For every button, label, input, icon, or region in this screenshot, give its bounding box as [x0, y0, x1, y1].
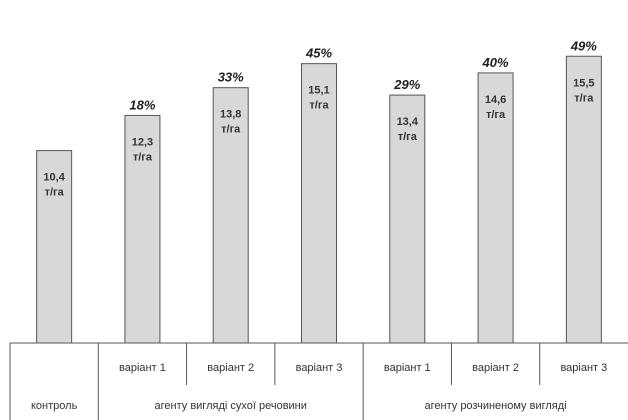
percent-label-5: 29%: [393, 77, 420, 92]
unit-label-4: т/га: [309, 100, 329, 112]
unit-label-5: т/га: [398, 131, 418, 143]
category-label-6: варіант 2: [472, 362, 519, 374]
value-label-1: 10,4: [43, 172, 65, 184]
value-label-3: 13,8: [220, 109, 241, 121]
percent-label-2: 18%: [129, 97, 155, 112]
category-label-2: варіант 1: [119, 362, 166, 374]
bar-3: [212, 87, 249, 344]
category-label-3: варіант 2: [207, 362, 254, 374]
category-label-4: варіант 3: [296, 362, 343, 374]
value-label-2: 12,3: [132, 136, 153, 148]
bar-5: [389, 94, 426, 344]
bars-layer: 10,4 т/га 12,3 т/га 18% 13,8 т/га 33% 15,1 т/га 45…: [36, 38, 602, 344]
percent-label-6: 40%: [482, 55, 509, 70]
percent-label-4: 45%: [305, 46, 332, 61]
value-label-6: 14,6: [485, 94, 506, 106]
percent-label-7: 49%: [570, 38, 597, 53]
unit-label-7: т/га: [574, 92, 594, 104]
percent-label-3: 33%: [218, 70, 244, 85]
value-label-7: 15,5: [573, 77, 594, 89]
group-label-1: контроль: [31, 400, 78, 412]
value-label-4: 15,1: [308, 85, 329, 97]
group-label-3: агенту розчиненому вигляді: [425, 400, 567, 412]
unit-label-6: т/га: [486, 109, 506, 121]
bar-7: [565, 55, 602, 344]
category-label-7: варіант 3: [560, 362, 607, 374]
bar-4: [301, 63, 337, 344]
bar-2: [124, 114, 161, 344]
value-label-5: 13,4: [397, 116, 419, 128]
group-label-2: агенту вигляді сухої речовини: [155, 400, 307, 412]
unit-label-2: т/га: [133, 151, 153, 163]
bar-1: [36, 150, 73, 344]
unit-label-1: т/га: [45, 187, 65, 199]
unit-label-3: т/га: [221, 124, 241, 136]
category-label-5: варіант 1: [384, 362, 431, 374]
category-axis: варіант 1 варіант 2 варіант 3 варіант 1 варі…: [9, 342, 628, 420]
